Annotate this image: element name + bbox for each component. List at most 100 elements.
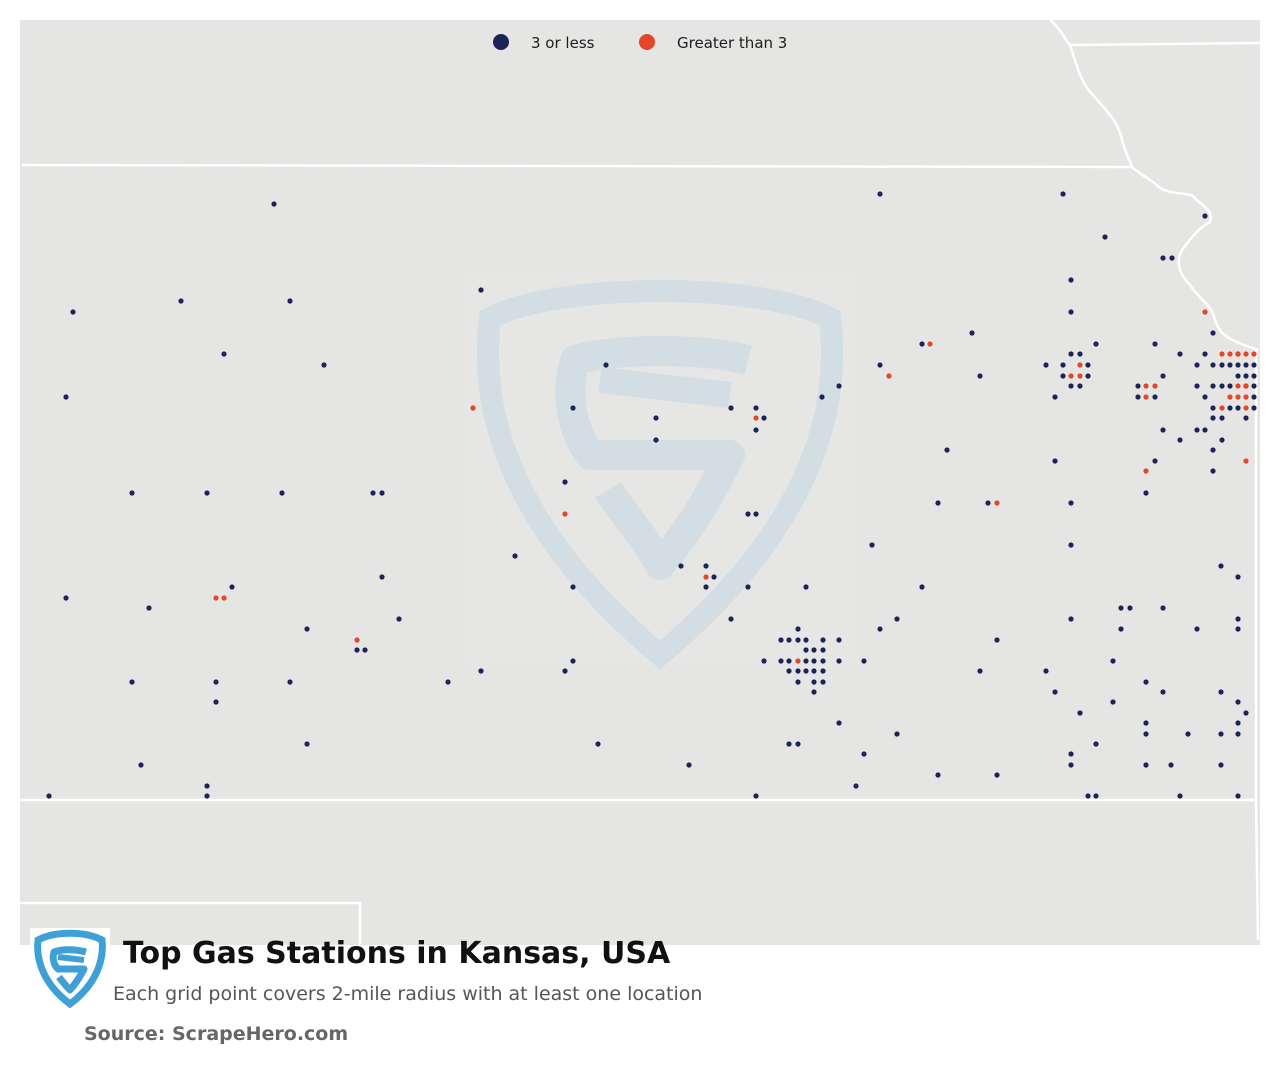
grid-point-low <box>761 658 767 664</box>
grid-point-low <box>63 595 69 601</box>
grid-point-high <box>354 637 360 643</box>
grid-point-low <box>1219 362 1225 368</box>
border-missouri-river <box>1131 166 1259 352</box>
grid-point-low <box>1143 720 1149 726</box>
grid-point-low <box>811 689 817 695</box>
grid-point-high <box>1143 383 1149 389</box>
grid-point-low <box>786 741 792 747</box>
grid-point-low <box>287 298 293 304</box>
grid-point-low <box>778 658 784 664</box>
grid-point-high <box>1068 373 1074 379</box>
grid-point-low <box>994 637 1000 643</box>
grid-point-high <box>1235 351 1241 357</box>
grid-point-low <box>935 500 941 506</box>
grid-point-high <box>1077 373 1083 379</box>
grid-point-low <box>853 783 859 789</box>
grid-point-low <box>1093 793 1099 799</box>
grid-point-low <box>1085 362 1091 368</box>
grid-point-low <box>786 637 792 643</box>
grid-point-low <box>811 679 817 685</box>
grid-point-low <box>1043 668 1049 674</box>
grid-point-low <box>396 616 402 622</box>
grid-point-low <box>1152 394 1158 400</box>
grid-point-low <box>204 783 210 789</box>
grid-point-low <box>877 362 883 368</box>
grid-point-low <box>728 616 734 622</box>
grid-point-high <box>1243 394 1249 400</box>
grid-point-low <box>304 741 310 747</box>
grid-point-low <box>919 341 925 347</box>
grid-point-high <box>1143 394 1149 400</box>
grid-point-low <box>994 772 1000 778</box>
grid-point-low <box>753 427 759 433</box>
grid-point-low <box>894 616 900 622</box>
grid-point-low <box>745 511 751 517</box>
grid-point-low <box>803 637 809 643</box>
grid-point-low <box>820 658 826 664</box>
border-oklahoma-texas <box>20 901 362 945</box>
legend-marker-high <box>639 34 655 50</box>
grid-point-low <box>1194 383 1200 389</box>
grid-point-low <box>861 658 867 664</box>
grid-point-low <box>603 362 609 368</box>
grid-point-low <box>46 793 52 799</box>
grid-point-low <box>820 668 826 674</box>
grid-point-low <box>1052 394 1058 400</box>
grid-point-high <box>1235 394 1241 400</box>
grid-point-low <box>753 405 759 411</box>
grid-point-high <box>994 500 1000 506</box>
grid-point-low <box>753 793 759 799</box>
grid-point-low <box>745 584 751 590</box>
grid-point-high <box>1202 309 1208 315</box>
grid-point-low <box>1068 751 1074 757</box>
grid-point-high <box>221 595 227 601</box>
grid-point-low <box>1235 699 1241 705</box>
grid-point-low <box>562 479 568 485</box>
grid-point-low <box>1068 309 1074 315</box>
grid-point-low <box>1251 373 1257 379</box>
grid-point-low <box>595 741 601 747</box>
map-title: Top Gas Stations in Kansas, USA <box>123 936 671 971</box>
grid-point-low <box>1152 458 1158 464</box>
grid-point-low <box>1077 351 1083 357</box>
grid-point-low <box>803 668 809 674</box>
grid-point-low <box>795 741 801 747</box>
grid-point-low <box>1093 741 1099 747</box>
grid-point-low <box>1085 373 1091 379</box>
grid-point-low <box>570 584 576 590</box>
grid-point-low <box>129 679 135 685</box>
grid-point-low <box>204 490 210 496</box>
grid-point-low <box>379 574 385 580</box>
grid-point-low <box>229 584 235 590</box>
grid-point-low <box>1077 710 1083 716</box>
grid-point-low <box>1068 351 1074 357</box>
grid-point-low <box>1127 605 1133 611</box>
grid-point-low <box>1227 362 1233 368</box>
grid-point-low <box>1235 373 1241 379</box>
grid-point-high <box>562 511 568 517</box>
grid-point-low <box>1210 383 1216 389</box>
grid-point-low <box>512 553 518 559</box>
grid-point-low <box>803 658 809 664</box>
grid-point-low <box>1160 373 1166 379</box>
grid-point-low <box>753 511 759 517</box>
grid-point-low <box>786 658 792 664</box>
grid-point-low <box>1210 330 1216 336</box>
grid-point-low <box>1243 710 1249 716</box>
grid-point-low <box>836 658 842 664</box>
shield-logo-icon <box>30 928 110 1010</box>
grid-point-low <box>861 751 867 757</box>
border-iowa-nebraska <box>1068 44 1134 168</box>
grid-point-low <box>1194 362 1200 368</box>
grid-point-low <box>279 490 285 496</box>
grid-point-low <box>354 647 360 653</box>
grid-point-low <box>1235 731 1241 737</box>
grid-point-low <box>803 647 809 653</box>
grid-point-low <box>1177 351 1183 357</box>
grid-point-low <box>1102 234 1108 240</box>
grid-point-low <box>820 679 826 685</box>
grid-point-low <box>1202 394 1208 400</box>
grid-point-low <box>1251 362 1257 368</box>
grid-point-low <box>178 298 184 304</box>
grid-point-low <box>1168 762 1174 768</box>
